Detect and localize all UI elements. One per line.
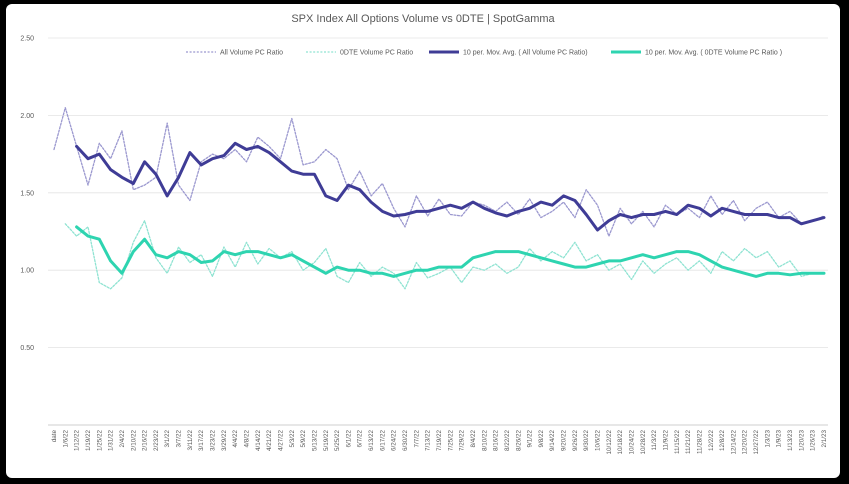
x-tick-label: 7/19/22 (436, 430, 443, 452)
y-tick-label: 1.00 (20, 268, 34, 275)
x-tick-label: 1/20/23 (798, 430, 805, 452)
x-tick-label: 2/10/22 (130, 430, 137, 452)
x-tick-label: 9/30/22 (583, 430, 590, 452)
x-tick-label: 12/8/22 (719, 430, 726, 452)
x-tick-label: 6/13/22 (368, 430, 375, 452)
x-tick-label: 6/30/22 (402, 430, 409, 452)
x-tick-label: 10/12/22 (606, 430, 613, 455)
x-tick-label: 1/26/23 (810, 430, 817, 452)
x-tick-label: 5/9/22 (300, 430, 307, 448)
x-tick-label: 8/22/22 (504, 430, 511, 452)
x-tick-label: 12/14/22 (730, 430, 737, 455)
x-tick-label: 6/24/22 (391, 430, 398, 452)
x-tick-label: 12/20/22 (742, 430, 749, 455)
x-tick-label: 6/7/22 (357, 430, 364, 448)
x-tick-label: 2/23/22 (153, 430, 160, 452)
x-tick-label: 1/6/22 (62, 430, 69, 448)
x-tick-label: 2/1/23 (821, 430, 828, 448)
x-tick-label: 10/28/22 (640, 430, 647, 455)
series-line-3 (75, 225, 826, 278)
x-tick-label: 5/13/22 (311, 430, 318, 452)
x-tick-label: 1/3/23 (764, 430, 771, 448)
x-tick-label: 3/17/22 (198, 430, 205, 452)
x-tick-label: 2/16/22 (142, 430, 149, 452)
x-tick-label: 5/19/22 (323, 430, 330, 452)
x-tick-label: 5/3/22 (289, 430, 296, 448)
x-tick-label: 12/27/22 (753, 430, 760, 455)
x-tick-label: 1/25/22 (96, 430, 103, 452)
legend-label: 10 per. Mov. Avg. ( 0DTE Volume PC Ratio… (645, 50, 782, 57)
legend-label: 0DTE Volume PC Ratio (340, 50, 413, 57)
plot-area (53, 107, 826, 290)
x-tick-label: 3/1/22 (164, 430, 171, 448)
x-tick-label: 1/9/23 (776, 430, 783, 448)
x-tick-label: 11/28/22 (696, 430, 703, 455)
chart-title: SPX Index All Options Volume vs 0DTE | S… (291, 13, 555, 25)
legend-label: All Volume PC Ratio (220, 50, 283, 57)
x-tick-label: 8/26/22 (515, 430, 522, 452)
x-tick-label: 6/1/22 (345, 430, 352, 448)
x-tick-label: 9/26/22 (572, 430, 579, 452)
x-tick-label: 10/6/22 (595, 430, 602, 452)
legend-label: 10 per. Mov. Avg. ( All Volume PC Ratio) (463, 50, 588, 57)
x-tick-label: 9/20/22 (561, 430, 568, 452)
x-axis: date 1/6/22 1/12/22 1/19/22 1/25/22 1/31/22 2/… (51, 430, 828, 455)
x-tick-label: 10/18/22 (617, 430, 624, 455)
x-tick-label: 9/1/22 (527, 430, 534, 448)
y-tick-label: 0.50 (20, 345, 34, 352)
x-tick-label: 4/21/22 (266, 430, 273, 452)
y-tick-label: 2.00 (20, 113, 34, 120)
x-tick-label: 1/19/22 (85, 430, 92, 452)
x-tick-label: 4/27/22 (277, 430, 284, 452)
x-tick-label: 1/12/22 (74, 430, 81, 452)
y-tick-label: 2.50 (20, 36, 34, 43)
series-line-2 (75, 141, 826, 232)
grid (48, 37, 828, 426)
x-tick-label: 2/4/22 (119, 430, 126, 448)
x-tick-label: 3/7/22 (176, 430, 183, 448)
chart-svg: SPX Index All Options Volume vs 0DTE | S… (20, 13, 828, 455)
y-axis: 2.50 2.00 1.50 1.00 0.50 (20, 36, 34, 353)
y-tick-label: 1.50 (20, 190, 34, 197)
legend: All Volume PC Ratio 0DTE Volume PC Ratio 1… (186, 50, 782, 57)
x-tick-label: 7/13/22 (425, 430, 432, 452)
x-tick-label: 12/2/22 (708, 430, 715, 452)
x-tick-label: 8/16/22 (493, 430, 500, 452)
x-tick-label: 8/10/22 (481, 430, 488, 452)
x-tick-label: 10/24/22 (629, 430, 636, 455)
x-tick-label: 6/17/22 (379, 430, 386, 452)
x-tick-label: 5/25/22 (334, 430, 341, 452)
chart-frame: SPX Index All Options Volume vs 0DTE | S… (6, 4, 840, 478)
x-tick-label: 9/8/22 (538, 430, 545, 448)
x-tick-label: 3/23/22 (210, 430, 217, 452)
x-tick-label: 11/3/22 (651, 430, 658, 451)
x-tick-label: 4/14/22 (255, 430, 262, 452)
x-tick-label: 11/9/22 (662, 430, 669, 451)
x-tick-label: 11/15/22 (674, 430, 681, 455)
x-tick-label: 11/21/22 (685, 430, 692, 455)
x-tick-label: 7/29/22 (459, 430, 466, 452)
x-tick-label: 9/14/22 (549, 430, 556, 452)
x-tick-label: date (51, 430, 58, 443)
x-tick-label: 3/11/22 (187, 430, 194, 451)
x-tick-label: 8/4/22 (470, 430, 477, 448)
x-tick-label: 7/25/22 (447, 430, 454, 452)
series-line-1 (64, 220, 825, 290)
x-tick-label: 1/31/22 (108, 430, 115, 452)
series-line-0 (53, 107, 825, 237)
x-tick-label: 4/8/22 (244, 430, 251, 448)
x-tick-label: 3/29/22 (221, 430, 228, 452)
x-tick-label: 1/13/23 (787, 430, 794, 452)
x-tick-label: 7/7/22 (413, 430, 420, 448)
x-tick-label: 4/4/22 (232, 430, 239, 448)
